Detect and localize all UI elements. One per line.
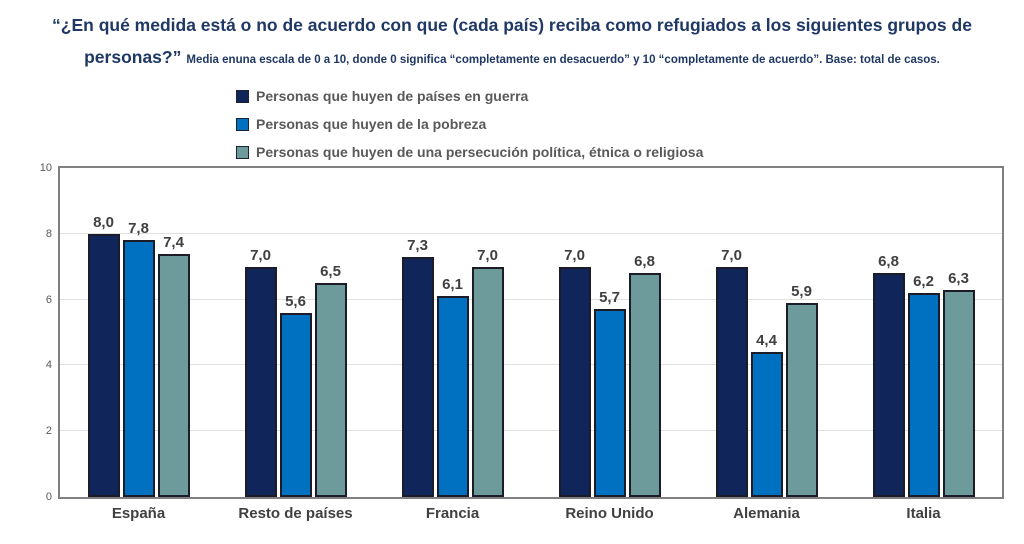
legend-label: Personas que huyen de una persecución po…: [256, 144, 704, 160]
bar-wrap: 7,0: [558, 247, 591, 497]
legend-item: Personas que huyen de una persecución po…: [236, 144, 704, 160]
bar-value-label: 7,0: [250, 246, 271, 264]
bar: [471, 266, 504, 497]
bar-groups: 8,0 7,8 7,4 7,0 5,6 6,5 7,3 6,1 7,0 7,0 5,7 6,8 7,0 4…: [60, 168, 1002, 497]
bar: [785, 302, 818, 497]
bar-wrap: 6,3: [942, 270, 975, 497]
bar-wrap: 4,4: [750, 332, 783, 497]
bar-value-label: 4,4: [756, 332, 777, 350]
bar-value-label: 7,3: [407, 236, 428, 254]
bar-wrap: 7,0: [244, 247, 277, 497]
bar-group: 6,8 6,2 6,3: [845, 168, 1002, 497]
bar-value-label: 6,3: [948, 269, 969, 287]
bar-wrap: 6,8: [628, 253, 661, 497]
bar-wrap: 5,6: [279, 293, 312, 497]
bar: [314, 283, 347, 497]
bar-group: 7,0 5,7 6,8: [531, 168, 688, 497]
bar-wrap: 7,8: [122, 220, 155, 497]
bar-wrap: 5,9: [785, 283, 818, 497]
bar: [872, 273, 905, 497]
bar-wrap: 8,0: [87, 214, 120, 497]
bar: [750, 352, 783, 497]
y-tick-label: 8: [45, 227, 52, 240]
bar-group: 7,3 6,1 7,0: [374, 168, 531, 497]
legend-item: Personas que huyen de la pobreza: [236, 116, 703, 132]
bar-wrap: 6,8: [872, 253, 905, 497]
legend-swatch-icon: [236, 145, 249, 159]
bar-value-label: 7,8: [128, 220, 149, 238]
legend-label: Personas que huyen de la pobreza: [256, 116, 487, 132]
bar: [279, 312, 312, 497]
category-label: Reino Unido: [565, 505, 654, 522]
category-label: Francia: [425, 505, 480, 522]
bar: [401, 256, 434, 497]
gridline: [60, 232, 1002, 234]
bar: [244, 266, 277, 497]
bar-wrap: 5,7: [593, 289, 626, 497]
bar: [942, 289, 975, 497]
bar: [628, 273, 661, 497]
bar-value-label: 7,0: [564, 246, 585, 264]
chart-title: “¿En qué medida está o no de acuerdo con…: [52, 15, 972, 67]
category-label: Italia: [906, 505, 941, 522]
legend-swatch-icon: [236, 117, 249, 131]
legend-label: Personas que huyen de países en guerra: [256, 88, 529, 104]
bar-wrap: 7,0: [471, 247, 504, 497]
bar-value-label: 8,0: [93, 213, 114, 231]
plot-area: 8,0 7,8 7,4 7,0 5,6 6,5 7,3 6,1 7,0 7,0 5,7 6,8 7,0 4…: [58, 166, 1004, 499]
bar-wrap: 7,4: [157, 234, 190, 497]
bar-value-label: 7,0: [721, 246, 742, 264]
bar-value-label: 7,4: [163, 233, 184, 251]
y-tick-label: 4: [45, 359, 52, 372]
chart-header: “¿En qué medida está o no de acuerdo con…: [12, 10, 1012, 76]
gridline: [60, 298, 1002, 300]
bar: [122, 240, 155, 497]
y-tick-label: 0: [45, 491, 52, 503]
bar: [558, 266, 591, 497]
bar-value-label: 6,2: [913, 273, 934, 291]
bar: [436, 296, 469, 497]
legend-item: Personas que huyen de países en guerra: [236, 88, 703, 104]
y-axis: 0 2 4 6 8 10: [0, 162, 52, 503]
bar-value-label: 6,8: [878, 253, 899, 271]
category-label: Resto de países: [238, 505, 353, 522]
bar-value-label: 6,1: [442, 276, 463, 294]
x-axis: España Resto de países Francia Reino Unido A…: [60, 505, 1002, 522]
bar: [87, 233, 120, 497]
bar-group: 7,0 5,6 6,5: [217, 168, 374, 497]
category-label: Alemania: [733, 505, 800, 522]
y-tick-label: 10: [39, 162, 52, 174]
bar: [907, 293, 940, 497]
bar-value-label: 5,9: [791, 282, 812, 300]
chart-subtitle: Media enuna escala de 0 a 10, donde 0 si…: [186, 54, 940, 66]
category-label: España: [111, 505, 166, 522]
bar: [715, 266, 748, 497]
gridline: [60, 430, 1002, 432]
bar-value-label: 7,0: [477, 246, 498, 264]
legend-swatch-icon: [236, 89, 249, 103]
chart-legend: Personas que huyen de países en guerra Pe…: [236, 88, 704, 173]
bar-wrap: 6,2: [907, 273, 940, 497]
bar-wrap: 7,0: [715, 247, 748, 497]
bar-wrap: 7,3: [401, 237, 434, 497]
bar-value-label: 6,8: [634, 253, 655, 271]
bar-value-label: 6,5: [320, 263, 341, 281]
bar: [157, 253, 190, 497]
bar-wrap: 6,5: [314, 263, 347, 497]
bar-group: 7,0 4,4 5,9: [688, 168, 845, 497]
bar-value-label: 5,6: [285, 292, 306, 310]
bar-group: 8,0 7,8 7,4: [60, 168, 217, 497]
bar: [593, 309, 626, 497]
bar-value-label: 5,7: [599, 289, 620, 307]
y-tick-label: 2: [45, 425, 52, 438]
bar-wrap: 6,1: [436, 276, 469, 497]
gridline: [60, 364, 1002, 366]
y-tick-label: 6: [45, 293, 52, 306]
